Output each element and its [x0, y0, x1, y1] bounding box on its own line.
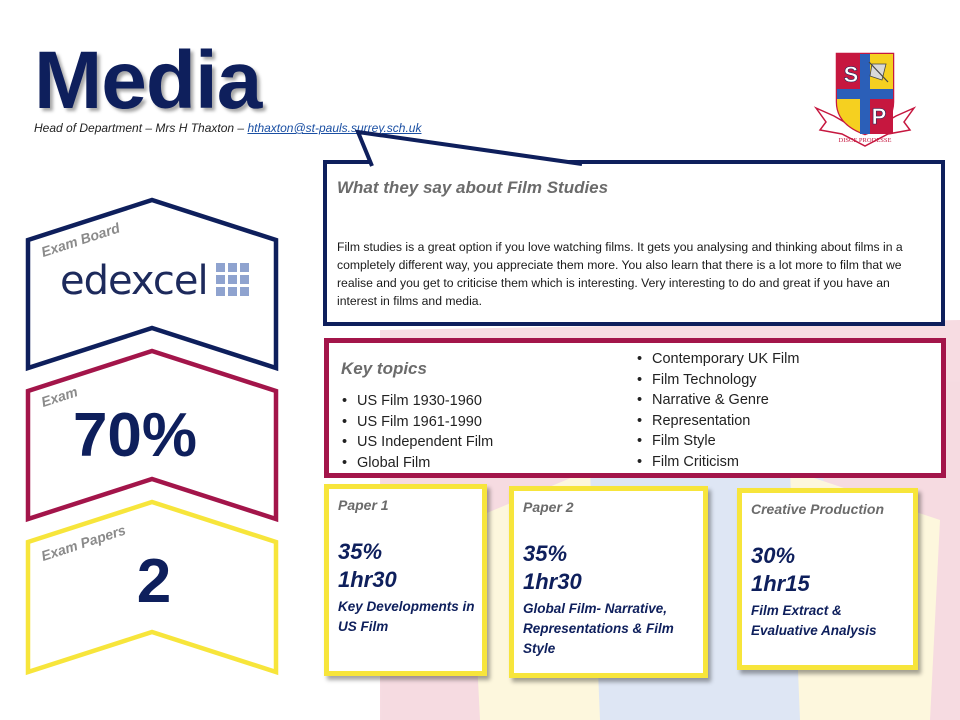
- creative-production-percent: 30%: [751, 543, 796, 568]
- paper-1-title: Paper 1: [338, 497, 389, 513]
- creative-production-duration: 1hr15: [751, 571, 810, 596]
- paper-2-percent: 35%: [523, 541, 568, 566]
- list-item: Representation: [636, 411, 799, 432]
- list-item: Global Film: [341, 453, 493, 474]
- edexcel-logo: edexcel: [60, 258, 209, 304]
- list-item: Contemporary UK Film: [636, 349, 799, 370]
- key-topics-box: Key topics US Film 1930-1960 US Film 196…: [324, 338, 946, 478]
- speech-bubble-tail: [355, 130, 583, 167]
- quote-box: What they say about Film Studies Film st…: [323, 160, 945, 326]
- paper-1-card: Paper 1 35% 1hr30 Key Developments in US…: [324, 484, 487, 676]
- paper-2-title: Paper 2: [523, 499, 574, 515]
- page-title: Media: [34, 35, 262, 126]
- creative-production-title: Creative Production: [751, 501, 885, 517]
- paper-2-description: Global Film- Narrative, Representations …: [523, 601, 674, 656]
- crest-letter-s: S: [844, 62, 859, 87]
- exam-papers-chevron: [25, 499, 279, 676]
- list-item: US Film 1961-1990: [341, 412, 493, 433]
- exam-chevron: [25, 348, 279, 523]
- list-item: US Film 1930-1960: [341, 391, 493, 412]
- list-item: US Independent Film: [341, 432, 493, 453]
- creative-production-description: Film Extract & Evaluative Analysis: [751, 603, 877, 638]
- exam-papers-count: 2: [136, 547, 172, 616]
- paper-1-duration: 1hr30: [338, 567, 397, 592]
- school-crest-logo: S P DISCE PRODESSE: [813, 52, 917, 147]
- paper-2-card: Paper 2 35% 1hr30 Global Film- Narrative…: [509, 486, 708, 678]
- head-of-department-line: Head of Department – Mrs H Thaxton – hth…: [34, 121, 421, 135]
- list-item: Film Style: [636, 431, 799, 452]
- list-item: Film Criticism: [636, 452, 799, 473]
- hod-email-link[interactable]: hthaxton@st-pauls.surrey.sch.uk: [247, 121, 422, 135]
- key-topics-title: Key topics: [341, 359, 427, 378]
- list-item: Narrative & Genre: [636, 390, 799, 411]
- crest-motto: DISCE PRODESSE: [839, 137, 892, 144]
- quote-text: Film studies is a great option if you lo…: [337, 240, 903, 308]
- paper-1-percent: 35%: [338, 539, 383, 564]
- paper-1-description: Key Developments in US Film: [338, 599, 475, 634]
- key-topics-left-list: US Film 1930-1960 US Film 1961-1990 US I…: [341, 391, 493, 473]
- paper-2-duration: 1hr30: [523, 569, 582, 594]
- exam-board-chevron: [25, 197, 279, 372]
- quote-title: What they say about Film Studies: [337, 178, 609, 197]
- list-item: Film Technology: [636, 370, 799, 391]
- key-topics-right-list: Contemporary UK Film Film Technology Nar…: [636, 349, 799, 473]
- crest-letter-p: P: [872, 104, 887, 129]
- head-of-department-text: Head of Department – Mrs H Thaxton –: [34, 121, 248, 135]
- creative-production-card: Creative Production 30% 1hr15 Film Extra…: [737, 488, 918, 670]
- edexcel-grid-icon: [216, 263, 249, 296]
- exam-percentage: 70%: [72, 401, 198, 470]
